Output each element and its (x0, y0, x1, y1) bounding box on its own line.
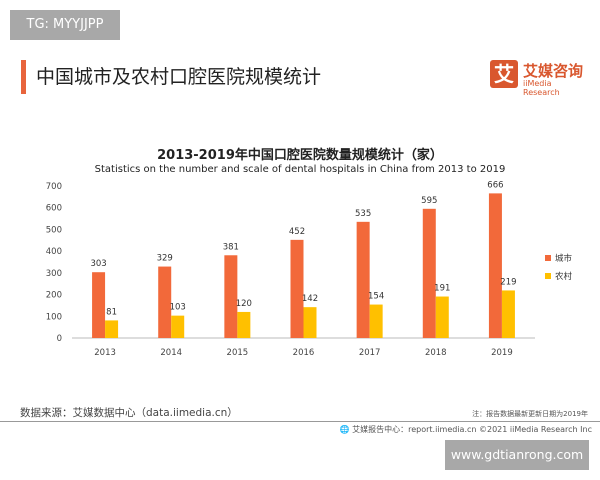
legend-swatch (545, 273, 551, 279)
watermark-bottom: www.gdtianrong.com (445, 440, 589, 470)
y-tick-label: 500 (46, 225, 62, 235)
bar-rural (237, 311, 251, 338)
y-tick-label: 600 (46, 204, 62, 214)
data-label: 191 (434, 284, 450, 294)
data-label: 595 (421, 196, 437, 206)
data-label: 666 (487, 180, 503, 190)
bar-rural (105, 320, 119, 338)
logo-mark: 艾 (490, 60, 518, 88)
bar-rural (501, 290, 515, 338)
data-source: 数据来源：艾媒数据中心（data.iimedia.cn） (20, 407, 238, 419)
data-label: 142 (302, 294, 318, 304)
bar-city (92, 272, 106, 338)
x-tick-label: 2016 (293, 348, 315, 358)
data-label: 303 (90, 259, 106, 269)
legend-swatch (545, 255, 551, 261)
bar-rural (369, 304, 383, 338)
chart-title: 2013-2019年中国口腔医院数量规模统计（家） (157, 148, 443, 163)
bar-rural (171, 315, 185, 338)
bar-rural (303, 307, 317, 338)
logo-en: iiMedia Research (523, 79, 560, 97)
y-tick-label: 200 (46, 291, 62, 301)
divider (0, 421, 600, 422)
globe-icon: 🌐 (339, 425, 350, 434)
data-label: 81 (106, 307, 117, 317)
footer: 🌐 艾媒报告中心：report.iimedia.cn ©2021 iiMedia… (340, 424, 592, 435)
y-tick-label: 300 (46, 269, 62, 279)
bar-city (290, 239, 304, 338)
data-label: 381 (223, 242, 239, 252)
y-tick-label: 100 (46, 312, 62, 322)
bar-city (422, 208, 436, 338)
x-tick-label: 2017 (359, 348, 381, 358)
x-tick-label: 2018 (425, 348, 447, 358)
bar-rural (435, 296, 449, 338)
y-tick-label: 400 (46, 247, 62, 257)
data-label: 120 (236, 299, 252, 309)
bar-city (488, 193, 502, 338)
x-tick-label: 2019 (491, 348, 513, 358)
chart-subtitle: Statistics on the number and scale of de… (94, 164, 506, 175)
note: 注：报告数据最新更新日期为2019年 (472, 410, 588, 418)
title-accent-bar (21, 60, 26, 94)
legend-label: 城市 (555, 253, 573, 264)
bar-chart: 0 100 200 300 400 500 600 700 2013 303 81 2014 329 10… (46, 180, 573, 358)
data-label: 103 (170, 303, 186, 313)
x-tick-label: 2013 (94, 348, 116, 358)
bar-city (224, 255, 238, 338)
bar-city (158, 266, 172, 338)
x-tick-label: 2015 (227, 348, 249, 358)
x-tick-label: 2014 (160, 348, 182, 358)
y-tick-label: 0 (57, 334, 62, 344)
bar-city (356, 221, 370, 338)
data-label: 452 (289, 227, 305, 237)
data-label: 219 (500, 277, 516, 287)
iimedia-logo: 艾 艾媒咨询 iiMedia Research (490, 60, 590, 97)
footer-text: 艾媒报告中心：report.iimedia.cn ©2021 iiMedia R… (352, 425, 592, 434)
watermark-top: TG: MYYJJPP (10, 10, 120, 40)
data-label: 535 (355, 209, 371, 219)
data-label: 154 (368, 292, 384, 302)
logo-cn: 艾媒咨询 (523, 62, 584, 80)
y-tick-label: 700 (46, 182, 62, 192)
legend-label: 农村 (555, 271, 573, 282)
page-title: 中国城市及农村口腔医院规模统计 (36, 66, 322, 88)
data-label: 329 (157, 254, 173, 264)
